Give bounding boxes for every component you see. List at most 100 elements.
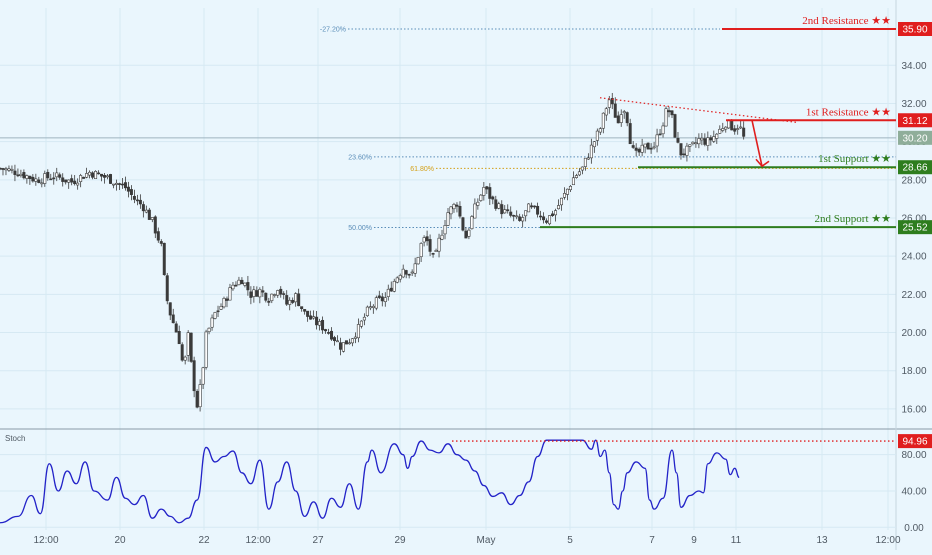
candle	[574, 173, 578, 179]
price-y-tick-label: 26.00	[901, 214, 926, 225]
fib-label: 23.60%	[348, 154, 372, 161]
candle	[371, 304, 375, 314]
candle	[25, 174, 29, 184]
level-badge	[898, 22, 932, 36]
candle	[174, 321, 178, 333]
candle	[186, 330, 190, 362]
candle	[524, 210, 528, 222]
candle	[76, 178, 80, 190]
candle	[661, 122, 665, 138]
candle	[270, 293, 274, 304]
candle	[658, 128, 662, 136]
candle	[144, 205, 148, 214]
candle	[168, 302, 172, 321]
candle	[103, 173, 107, 184]
candle	[171, 308, 175, 324]
candle	[321, 316, 325, 334]
candle	[318, 318, 322, 331]
level-label: 1st Support ★★	[818, 153, 891, 165]
candle	[592, 140, 596, 153]
candle	[700, 132, 704, 146]
candle	[210, 314, 214, 331]
candle	[150, 217, 154, 223]
candle	[577, 168, 581, 177]
candle	[709, 135, 713, 146]
candle	[294, 292, 298, 307]
candle	[79, 173, 83, 188]
candle	[443, 220, 447, 240]
candle	[440, 229, 444, 241]
candle	[383, 292, 387, 307]
candle	[204, 329, 208, 370]
candle	[461, 216, 465, 232]
candle	[530, 202, 534, 209]
candle	[586, 153, 590, 160]
candle	[52, 172, 56, 185]
candle	[437, 233, 441, 258]
candle	[4, 166, 8, 176]
candle	[46, 169, 50, 181]
candle	[551, 210, 555, 217]
axes: 12:00 20 22 12:00 27 29 May 5 7 9 11 13 12:00 16.00 18…	[5, 22, 932, 546]
stoch-overbought-badge	[898, 434, 932, 449]
candle	[359, 320, 363, 329]
candle	[58, 172, 62, 180]
level-badge	[898, 160, 932, 175]
candle	[395, 276, 399, 284]
candle	[368, 301, 372, 311]
candles	[0, 92, 746, 412]
candle	[458, 201, 462, 219]
price-y-tick-label: 20.00	[901, 328, 926, 339]
x-tick-label: 27	[312, 535, 324, 546]
candle	[216, 305, 220, 317]
candle	[129, 185, 133, 201]
candle	[640, 138, 644, 157]
candle	[401, 264, 405, 279]
candle	[324, 328, 328, 334]
candle	[40, 178, 44, 188]
candle	[288, 297, 292, 311]
candle	[712, 130, 716, 144]
candle	[162, 242, 166, 276]
candle	[413, 257, 417, 277]
level-badge	[898, 113, 932, 128]
candle	[61, 173, 65, 187]
candle	[126, 181, 130, 198]
candle	[721, 122, 725, 133]
candle	[425, 230, 429, 246]
candle	[100, 173, 104, 182]
candle	[353, 332, 357, 344]
candle	[282, 291, 286, 300]
candle	[464, 227, 468, 239]
candle	[446, 208, 450, 226]
candle	[470, 215, 474, 230]
candle	[449, 205, 453, 220]
price-y-tick-label: 18.00	[901, 366, 926, 377]
level-badge	[898, 220, 932, 235]
candle	[246, 275, 250, 296]
price-y-tick-label: 28.00	[901, 175, 926, 186]
candle	[431, 252, 435, 258]
candle	[106, 174, 110, 180]
annotations	[599, 97, 799, 168]
x-tick-label: 12:00	[33, 535, 58, 546]
trendline	[599, 97, 799, 124]
x-tick-label: 20	[114, 535, 126, 546]
candle	[497, 201, 501, 210]
candle	[91, 171, 95, 180]
support-resistance-levels: 2nd Resistance ★★ 1st Resistance ★★ 1st Su…	[540, 15, 896, 229]
candle	[703, 133, 707, 147]
candle	[545, 218, 549, 225]
candle	[43, 170, 47, 187]
candle	[622, 109, 626, 119]
candle	[625, 111, 629, 127]
candle	[539, 210, 543, 221]
current-price-badge	[898, 130, 932, 145]
x-tick-label: May	[477, 535, 496, 546]
candle	[16, 168, 20, 178]
candle	[610, 92, 614, 110]
x-tick-label: 5	[567, 535, 573, 546]
candle	[55, 167, 59, 182]
